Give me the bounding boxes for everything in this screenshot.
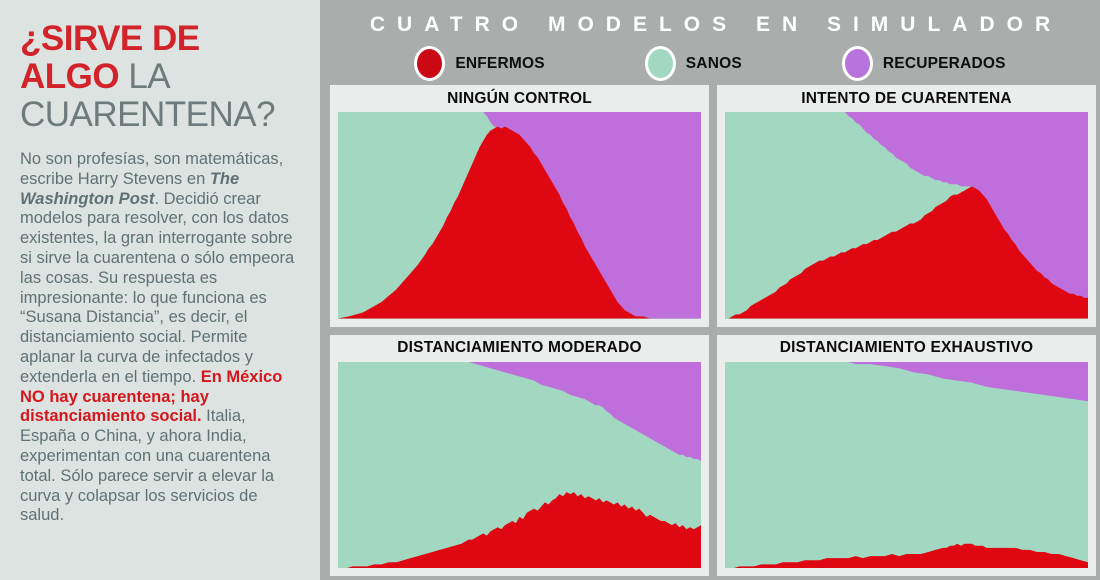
legend-label-enfermos: ENFERMOS	[455, 54, 545, 72]
chart-area	[725, 361, 1088, 568]
chart-distanciamiento-moderado	[338, 361, 701, 568]
page-title-line3: CUARENTENA?	[20, 95, 276, 134]
chart-ningun-control	[338, 112, 701, 319]
panel-distanciamiento-moderado: DISTANCIAMIENTO MODERADO	[330, 334, 709, 576]
charts-grid: NINGÚN CONTROL INTENTO DE CUARENTENA DIS…	[330, 85, 1096, 576]
legend-item-recuperados: RECUPERADOS	[841, 46, 1006, 81]
sanos-swatch-icon	[644, 46, 676, 81]
legend-item-enfermos: ENFERMOS	[414, 46, 545, 81]
page-title-line2-red: ALGO	[20, 57, 120, 96]
panel-title-ningun-control: NINGÚN CONTROL	[447, 89, 592, 107]
paragraph-segment: No son profesías, son matemáticas, escri…	[20, 150, 284, 188]
section-title: CUATRO MODELOS EN SIMULADOR	[369, 13, 1063, 36]
panel-intento-de-cuarentena: INTENTO DE CUARENTENA	[717, 85, 1096, 327]
legend: ENFERMOS SANOS RECUPERADOS	[320, 46, 1100, 81]
panel-title-intento-de-cuarentena: INTENTO DE CUARENTENA	[801, 89, 1012, 107]
chart-area	[725, 112, 1088, 319]
paragraph-segment: En México NO hay cuarentena; hay distanc…	[20, 367, 283, 426]
legend-label-sanos: SANOS	[685, 54, 742, 72]
paragraph-segment: . Decidió crear modelos para resolver, c…	[20, 189, 295, 386]
sidebar: ¿SIRVE DE ALGO LA CUARENTENA? No son pro…	[0, 0, 320, 580]
panel-ningun-control: NINGÚN CONTROL	[330, 85, 709, 327]
page-title-line2-gray: LA	[119, 57, 171, 96]
page-title-line1: ¿SIRVE DE	[20, 19, 200, 58]
page-title: ¿SIRVE DE ALGO LA CUARENTENA?	[20, 20, 304, 134]
chart-area	[338, 361, 701, 568]
chart-intento-de-cuarentena	[725, 112, 1088, 319]
enfermos-swatch-icon	[414, 46, 446, 81]
panel-distanciamiento-exhaustivo: DISTANCIAMIENTO EXHAUSTIVO	[717, 334, 1096, 576]
models-section: CUATRO MODELOS EN SIMULADOR ENFERMOS SAN…	[320, 0, 1100, 580]
chart-distanciamiento-exhaustivo	[725, 361, 1088, 568]
legend-item-sanos: SANOS	[644, 46, 742, 81]
sidebar-paragraph: No son profesías, son matemáticas, escri…	[20, 150, 304, 526]
paragraph-segment: The Washington Post	[20, 169, 240, 208]
recuperados-swatch-icon	[841, 46, 873, 81]
paragraph-segment: Italia, España o China, y ahora India, e…	[20, 407, 275, 525]
chart-area	[338, 112, 701, 319]
panel-title-distanciamiento-moderado: DISTANCIAMIENTO MODERADO	[397, 339, 642, 356]
panel-title-distanciamiento-exhaustivo: DISTANCIAMIENTO EXHAUSTIVO	[779, 339, 1034, 356]
legend-label-recuperados: RECUPERADOS	[882, 54, 1006, 72]
